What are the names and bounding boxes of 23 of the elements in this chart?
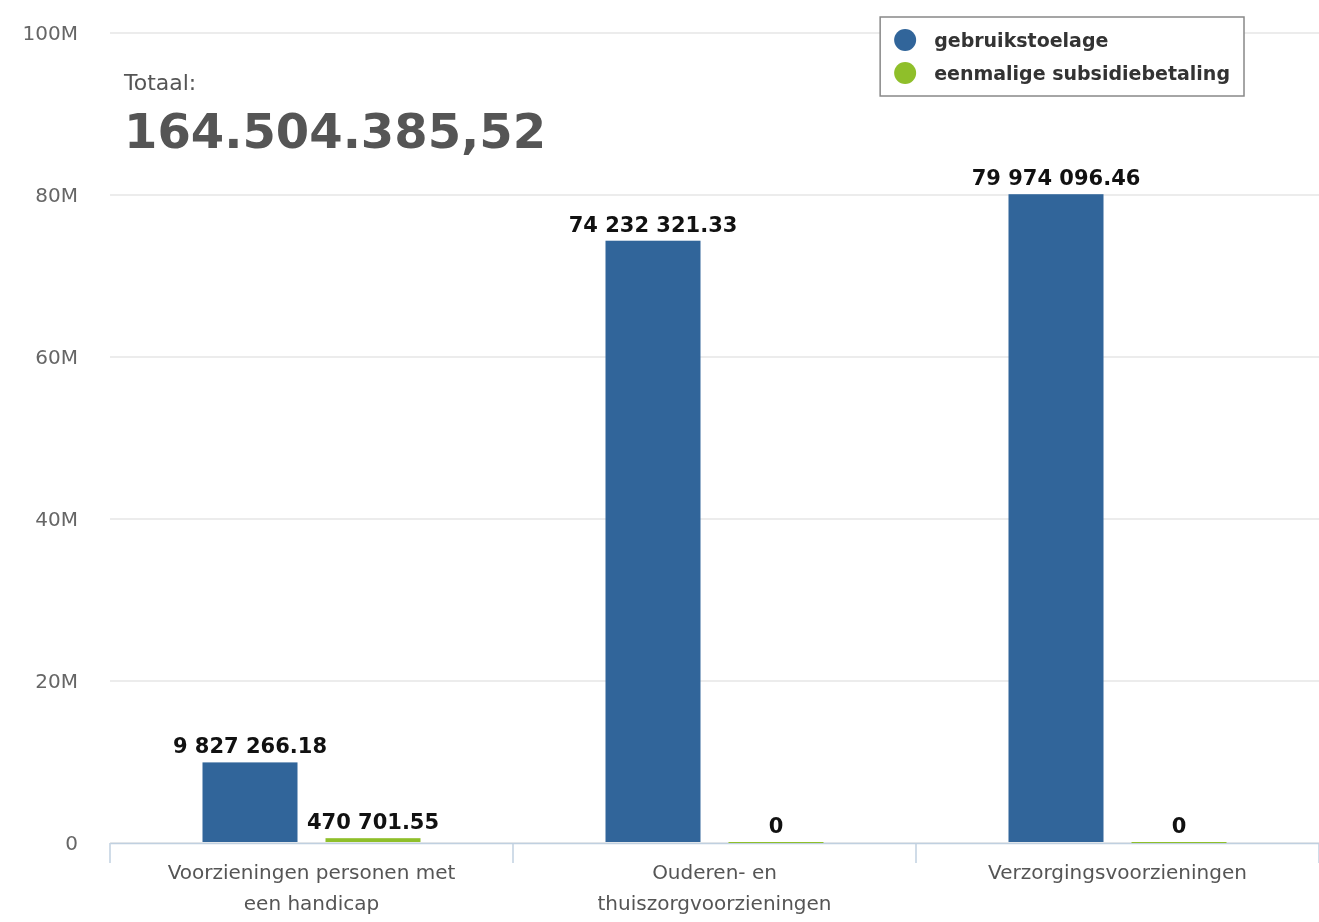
data-label: 79 974 096.46 <box>971 166 1141 191</box>
legend-label: gebruikstoelage <box>934 29 1109 51</box>
annotation: Totaal: <box>123 70 197 95</box>
data-label: 0 <box>768 814 784 838</box>
y-tick-label: 20M <box>35 668 78 693</box>
y-tick-label: 0 <box>65 830 78 855</box>
y-tick-label: 60M <box>35 344 78 369</box>
x-tick-label: Voorzieningen personen met een handicap <box>167 860 456 916</box>
bar <box>202 762 298 842</box>
bar <box>325 838 421 842</box>
data-label: 470 701.55 <box>306 810 440 835</box>
y-tick-label: 100M <box>22 20 78 45</box>
legend-label: eenmalige subsidiebetaling <box>934 62 1230 84</box>
y-tick-label: 40M <box>35 506 78 531</box>
annotation: 164.504.385,52 <box>124 103 547 159</box>
bar <box>1008 194 1104 842</box>
data-label: 74 232 321.33 <box>568 212 738 237</box>
bar <box>605 240 701 842</box>
x-tick-label: Verzorgingsvoorzieningen <box>988 860 1247 885</box>
x-tick-label: Ouderen- en thuiszorgvoorzieningen <box>597 860 832 916</box>
y-tick-label: 80M <box>35 182 78 207</box>
data-label: 9 827 266.18 <box>172 734 328 759</box>
data-label: 0 <box>1171 814 1187 838</box>
